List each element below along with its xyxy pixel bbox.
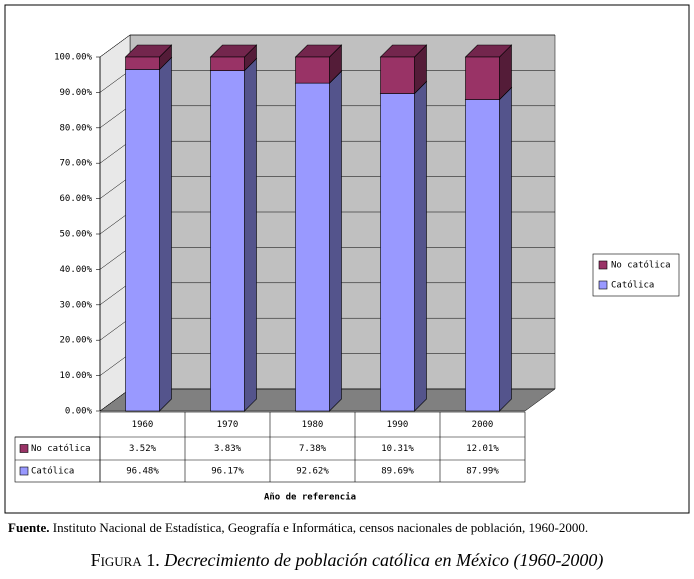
grid-line	[99, 317, 131, 341]
y-tick-label: 30.00%	[59, 300, 92, 310]
grid-line	[99, 211, 131, 235]
bar	[380, 56, 415, 94]
table-cell: 89.69%	[381, 467, 414, 477]
grid-line	[99, 70, 131, 93]
bar	[210, 56, 245, 71]
table-cell: 96.48%	[126, 467, 159, 477]
bar	[210, 70, 245, 412]
legend-swatch	[598, 260, 608, 270]
table-row-label: No católica	[31, 443, 91, 454]
table-cell: 12.01%	[466, 444, 499, 454]
bar-side	[414, 80, 427, 412]
y-tick-label: 100.00%	[54, 53, 93, 63]
y-tick-label: 90.00%	[59, 88, 92, 98]
y-tick-label: 80.00%	[59, 123, 92, 133]
bar	[125, 56, 160, 70]
x-axis-label: Año de referencia	[264, 492, 356, 503]
table-key	[19, 466, 29, 476]
bar-side	[159, 56, 172, 412]
table-key	[19, 444, 29, 453]
y-tick-label: 40.00%	[59, 265, 92, 275]
x-tick-label: 2000	[472, 420, 494, 430]
legend-swatch	[598, 280, 608, 290]
source: Fuente. Instituto Nacional de Estadístic…	[8, 520, 588, 536]
table-cell: 3.52%	[129, 444, 157, 454]
x-tick-label: 1970	[217, 420, 239, 430]
grid-line	[99, 247, 131, 270]
x-tick-label: 1990	[387, 420, 409, 430]
source-label: Fuente.	[8, 520, 50, 535]
source-text: Instituto Nacional de Estadística, Geogr…	[52, 520, 589, 535]
grid-line	[99, 388, 131, 412]
table-cell: 87.99%	[466, 467, 499, 477]
bar-side	[244, 57, 257, 412]
legend-box	[592, 253, 680, 297]
table-row-label: Católica	[31, 466, 74, 477]
grid-line	[99, 105, 131, 129]
table-cell: 3.83%	[214, 444, 242, 454]
legend-label: Católica	[611, 280, 654, 291]
bar	[125, 69, 160, 412]
legend-label: No católica	[611, 260, 671, 271]
table-cell: 92.62%	[296, 467, 329, 477]
table-cell: 96.17%	[211, 467, 244, 477]
bar-side	[329, 70, 342, 412]
bar	[465, 99, 500, 412]
y-tick-label: 20.00%	[59, 336, 92, 346]
chart: Año de referencia 0.00% 10.00% 20.00% 30.00…	[4, 4, 690, 514]
grid-line	[99, 34, 131, 58]
y-tick-label: 70.00%	[59, 159, 92, 169]
table-cell: 10.31%	[381, 444, 414, 454]
bar-side	[499, 86, 512, 412]
y-tick-label: 60.00%	[59, 194, 92, 204]
grid-line	[99, 176, 131, 199]
caption-text: Decrecimiento de población católica en M…	[164, 550, 604, 570]
y-tick-label: 10.00%	[59, 371, 92, 381]
bar	[380, 93, 415, 412]
x-tick-label: 1960	[132, 420, 154, 430]
table-cell: 7.38%	[299, 444, 327, 454]
caption-label: Figura 1.	[90, 550, 160, 570]
grid-line	[99, 282, 131, 306]
y-tick-label: 50.00%	[59, 230, 92, 240]
y-tick-label: 0.00%	[65, 407, 93, 417]
grid-line	[99, 353, 131, 376]
bar	[295, 56, 330, 84]
x-tick-label: 1980	[302, 420, 324, 430]
bar	[465, 56, 500, 100]
grid-line	[99, 140, 131, 164]
table-border	[99, 411, 526, 483]
bar	[295, 82, 330, 412]
caption: Figura 1. Decrecimiento de población cat…	[0, 550, 694, 571]
